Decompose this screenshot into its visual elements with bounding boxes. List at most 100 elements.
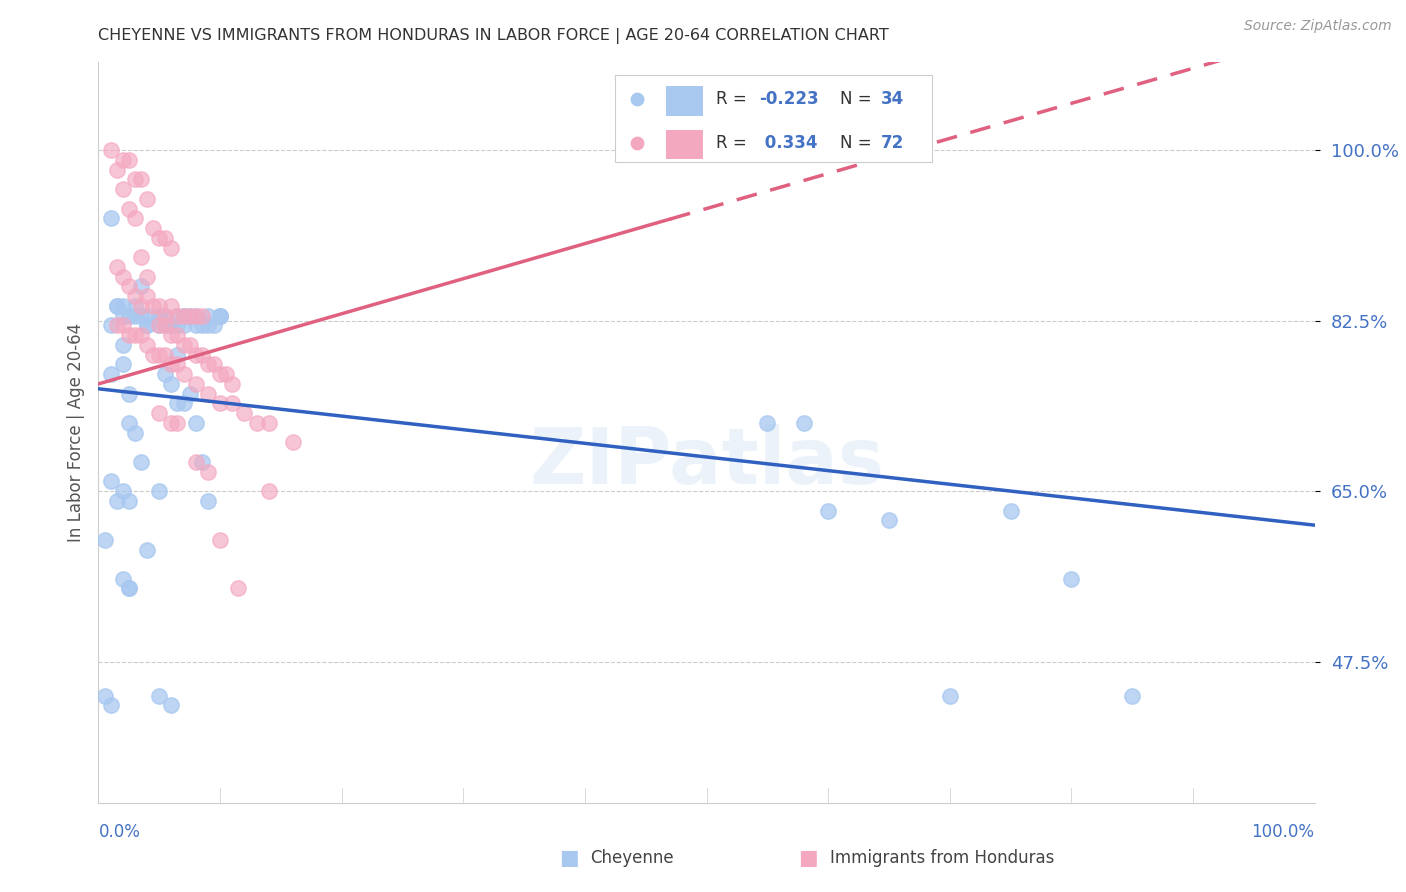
Point [111,182,134,196]
Point [184,318,207,333]
Point [626,249,648,263]
Bar [666,130,703,160]
Point [209,309,232,323]
Point [148,406,170,420]
Point [202,358,225,372]
Point [136,309,159,323]
Text: Cheyenne: Cheyenne [591,849,673,867]
Point [93,533,115,547]
Point [111,358,134,372]
Point [111,318,134,333]
Point [166,309,188,323]
Text: ZIPatlas: ZIPatlas [529,425,884,500]
Point [148,348,170,362]
Point [184,309,207,323]
Text: Immigrants from Honduras: Immigrants from Honduras [830,849,1054,867]
Point [124,425,146,440]
Point [209,533,232,547]
Point [129,309,152,323]
Point [111,309,134,323]
Text: 0.0%: 0.0% [98,822,141,840]
Point [160,376,183,391]
Point [160,358,183,372]
Point [173,318,195,333]
Point [124,289,146,303]
Point [105,299,128,313]
Point [136,192,159,206]
Point [142,221,165,235]
Point [100,475,122,489]
Point [118,309,141,323]
Point [160,318,183,333]
Point [148,299,170,313]
Text: 34: 34 [880,90,904,109]
Point [148,318,170,333]
Point [136,318,159,333]
Point [155,367,177,381]
Point [160,240,183,255]
Point [160,416,183,430]
Point [136,542,159,557]
Point [184,309,207,323]
Point [166,348,188,362]
Bar [666,87,703,116]
Y-axis label: In Labor Force | Age 20-64: In Labor Force | Age 20-64 [66,323,84,542]
Point [148,309,170,323]
Point [148,689,170,703]
Point [118,386,141,401]
Point [817,503,839,517]
Text: 100.0%: 100.0% [1251,822,1315,840]
Point [160,328,183,343]
Point [281,435,304,450]
Text: CHEYENNE VS IMMIGRANTS FROM HONDURAS IN LABOR FORCE | AGE 20-64 CORRELATION CHAR: CHEYENNE VS IMMIGRANTS FROM HONDURAS IN … [98,29,889,44]
Point [160,698,183,713]
Text: ■: ■ [560,848,579,868]
Point [626,192,648,206]
Point [221,396,243,410]
Point [173,309,195,323]
Point [118,582,141,596]
Point [105,260,128,274]
Point [209,309,232,323]
Point [118,493,141,508]
Point [148,309,170,323]
Point [226,582,249,596]
Point [1060,572,1083,586]
Text: -0.223: -0.223 [759,90,818,109]
Text: Source: ZipAtlas.com: Source: ZipAtlas.com [1244,20,1392,33]
Point [129,328,152,343]
Point [179,338,201,352]
Text: R =: R = [716,134,752,153]
Point [939,689,962,703]
Point [197,309,219,323]
Point [142,299,165,313]
Point [179,309,201,323]
Point [257,484,280,499]
Point [184,416,207,430]
Point [209,309,232,323]
Point [184,348,207,362]
Point [756,416,779,430]
Point [105,299,128,313]
Point [155,231,177,245]
Point [100,211,122,226]
Point [129,250,152,264]
Point [100,143,122,157]
Point [197,465,219,479]
Point [93,689,115,703]
Point [124,211,146,226]
FancyBboxPatch shape [616,75,932,162]
Point [129,299,152,313]
Point [148,318,170,333]
Point [111,299,134,313]
Point [118,416,141,430]
Point [111,572,134,586]
Point [160,299,183,313]
Point [793,416,815,430]
Point [166,309,188,323]
Point [166,358,188,372]
Point [129,172,152,186]
Point [136,338,159,352]
Point [197,358,219,372]
Point [184,455,207,469]
